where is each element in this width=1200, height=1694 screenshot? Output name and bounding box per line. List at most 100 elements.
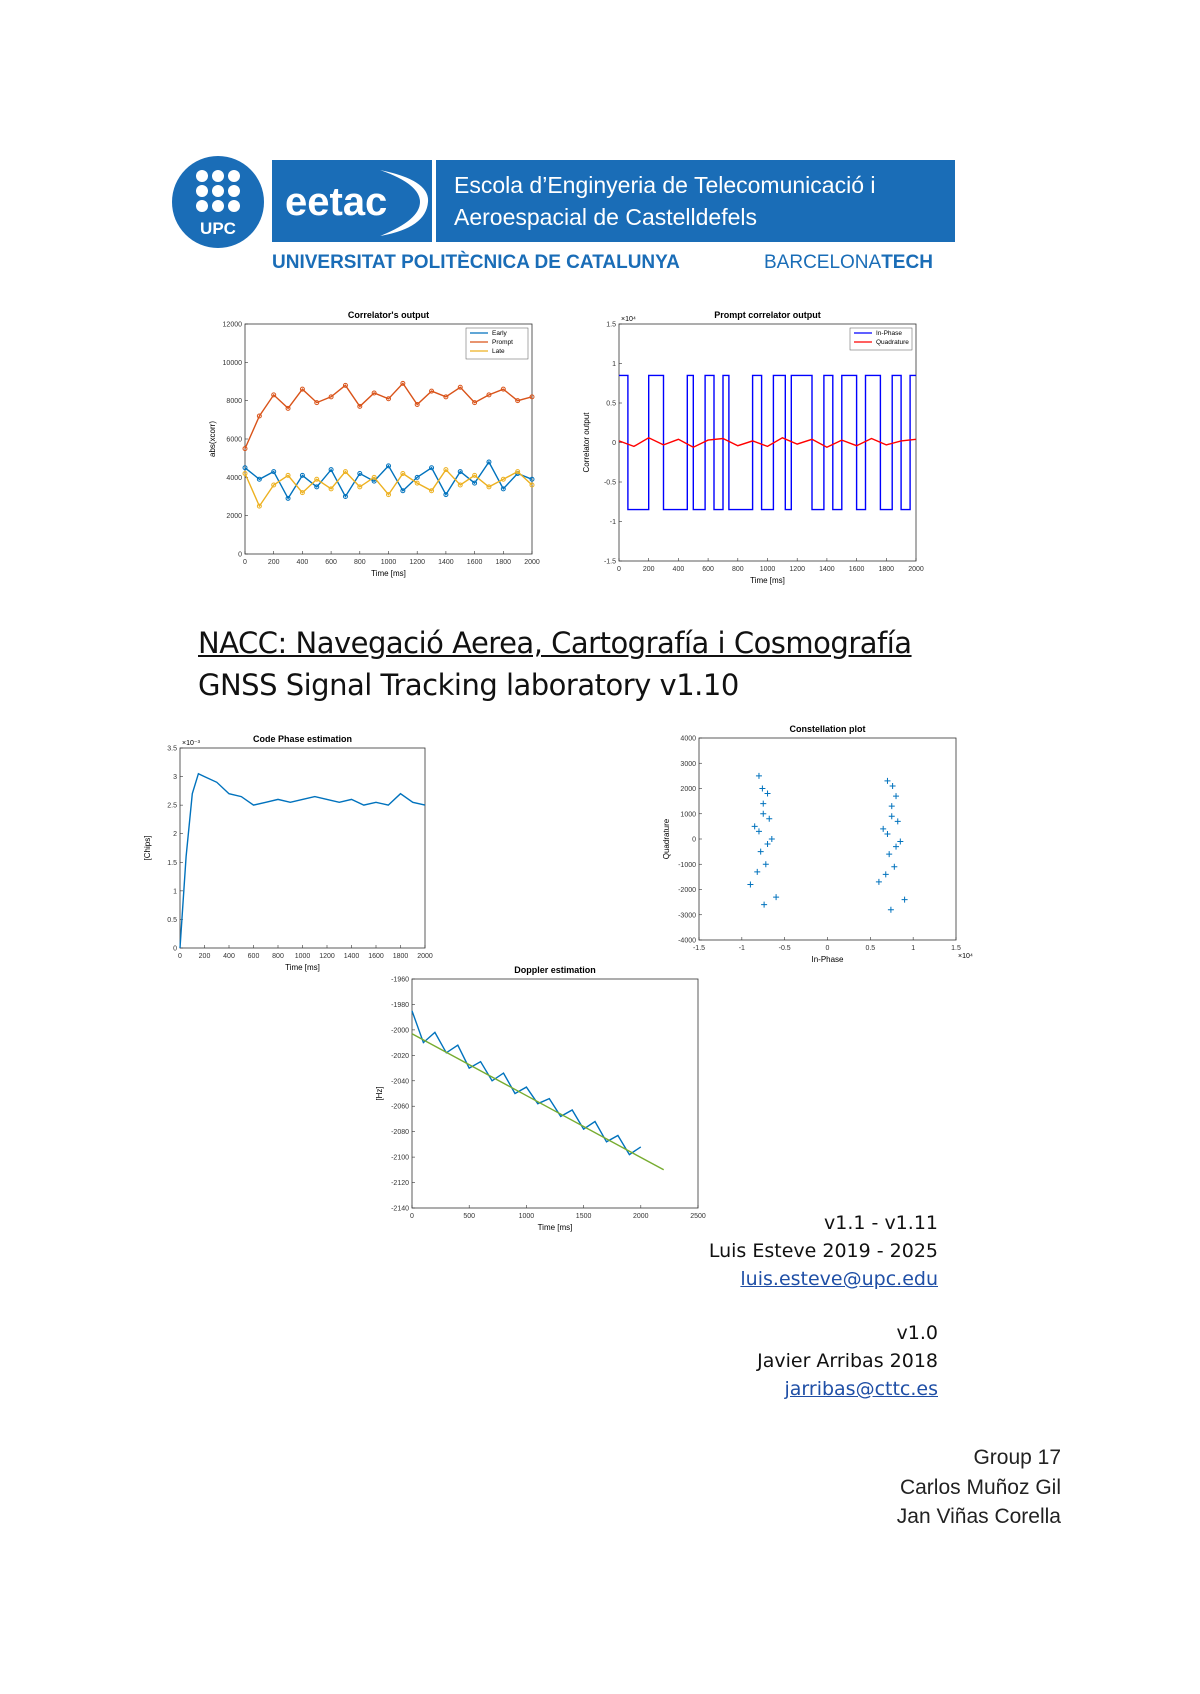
point-marker xyxy=(443,394,449,400)
x-tick-label: 0 xyxy=(617,566,621,573)
point-marker xyxy=(472,400,478,406)
y-tick-label: 0 xyxy=(238,552,242,559)
scatter-point xyxy=(888,803,895,810)
doc-subtitle: GNSS Signal Tracking laboratory v1.10 xyxy=(198,668,739,702)
point-marker xyxy=(371,474,377,480)
point-marker xyxy=(486,459,492,465)
y-tick-label: 0 xyxy=(612,440,616,447)
scatter-point xyxy=(764,841,771,848)
y-tick-label: -2060 xyxy=(391,1104,409,1111)
scatter-point xyxy=(882,871,889,878)
legend-label: In-Phase xyxy=(876,330,902,337)
point-marker xyxy=(500,486,506,492)
series-line xyxy=(244,460,533,500)
y-multiplier: ×10⁻³ xyxy=(182,740,201,747)
scatter-point xyxy=(880,825,887,832)
school-line: Escola d’Enginyeria de Telecomunicació i xyxy=(454,172,875,198)
x-tick-label: 1600 xyxy=(467,559,483,566)
point-marker xyxy=(414,474,420,480)
chart-title: Code Phase estimation xyxy=(253,734,352,744)
y-tick-label: -4000 xyxy=(678,938,696,945)
figure: Prompt correlator output Time [ms] Correla… xyxy=(582,310,924,585)
email-link[interactable]: luis.esteve@upc.edu xyxy=(740,1268,938,1290)
x-tick-label: 0.5 xyxy=(865,945,875,952)
y-tick-label: -2100 xyxy=(391,1155,409,1162)
scatter-point xyxy=(891,863,898,870)
figure: Correlator's output Time [ms] abs(xcorr) 0 2… xyxy=(208,310,540,578)
x-tick-label: 800 xyxy=(732,566,744,573)
y-tick-label: 10000 xyxy=(223,360,243,367)
x-tick-label: 0 xyxy=(826,945,830,952)
point-marker xyxy=(429,465,435,471)
eetac-swoosh xyxy=(380,170,429,236)
x-tick-label: 2000 xyxy=(908,566,924,573)
scatter-point xyxy=(894,818,901,825)
point-marker xyxy=(256,503,262,509)
y-tick-label: 0 xyxy=(173,946,177,953)
x-tick-label: 1.5 xyxy=(951,945,961,952)
x-tick-label: 0 xyxy=(410,1213,414,1220)
scatter-point xyxy=(888,813,895,820)
x-tick-label: -1 xyxy=(739,945,745,952)
point-marker xyxy=(457,384,463,390)
point-marker xyxy=(400,471,406,476)
scatter-point xyxy=(897,838,904,845)
chart-title: Prompt correlator output xyxy=(714,310,821,320)
y-axis-label: Quadrature xyxy=(662,818,671,859)
point-marker xyxy=(299,490,305,496)
point-marker xyxy=(486,392,492,398)
y-tick-label: 1 xyxy=(173,888,177,895)
y-tick-label: -1000 xyxy=(678,862,696,869)
scatter-point xyxy=(768,836,775,842)
x-axis-label: Time [ms] xyxy=(285,963,320,972)
scatter-point xyxy=(893,843,900,850)
point-marker xyxy=(328,467,334,473)
x-tick-label: 800 xyxy=(272,953,284,960)
point-marker xyxy=(515,469,521,475)
point-marker xyxy=(314,476,320,482)
y-tick-label: -2020 xyxy=(391,1053,409,1060)
x-tick-label: 600 xyxy=(248,953,260,960)
email-link[interactable]: jarribas@cttc.es xyxy=(784,1378,938,1400)
y-tick-label: 0.5 xyxy=(167,917,177,924)
y-tick-label: 3 xyxy=(173,774,177,781)
scatter-point xyxy=(884,777,891,784)
point-marker xyxy=(342,494,348,499)
point-marker xyxy=(414,402,420,407)
plot-area xyxy=(411,978,699,1209)
point-marker xyxy=(328,486,334,492)
y-tick-label: -1 xyxy=(610,519,616,526)
x-tick-label: 400 xyxy=(673,566,685,573)
series-line xyxy=(244,468,533,508)
point-marker xyxy=(357,403,363,409)
versions: v1.1 - v1.11 xyxy=(824,1212,938,1234)
y-tick-label: -2000 xyxy=(678,887,696,894)
author: Luis Esteve 2019 - 2025 xyxy=(708,1240,938,1262)
versions: v1.0 xyxy=(896,1322,938,1344)
point-marker xyxy=(400,380,406,386)
point-marker xyxy=(500,386,506,392)
x-tick-label: 500 xyxy=(463,1213,475,1220)
x-tick-label: 400 xyxy=(297,559,309,566)
x-tick-label: 2000 xyxy=(417,953,433,960)
point-marker xyxy=(285,495,291,501)
point-marker xyxy=(429,488,435,494)
y-tick-label: -3000 xyxy=(678,912,696,919)
plot-area xyxy=(179,747,426,949)
x-axis-label: Time [ms] xyxy=(750,576,785,585)
point-marker xyxy=(357,484,363,490)
y-tick-label: 1000 xyxy=(680,811,696,818)
y-tick-label: 4000 xyxy=(226,475,242,482)
point-marker xyxy=(529,476,535,482)
point-marker xyxy=(371,390,377,396)
university: UNIVERSITAT POLITÈCNICA DE CATALUNYA xyxy=(272,251,680,273)
point-marker xyxy=(342,469,348,475)
figure: Code Phase estimation Time [ms] [Chips] ×10… xyxy=(143,734,433,972)
x-tick-label: 1200 xyxy=(319,953,335,960)
scatter-point xyxy=(884,830,891,837)
y-tick-label: -2140 xyxy=(391,1206,409,1213)
school-box xyxy=(436,160,955,242)
x-tick-label: 1800 xyxy=(393,953,409,960)
scatter-point xyxy=(875,878,882,885)
